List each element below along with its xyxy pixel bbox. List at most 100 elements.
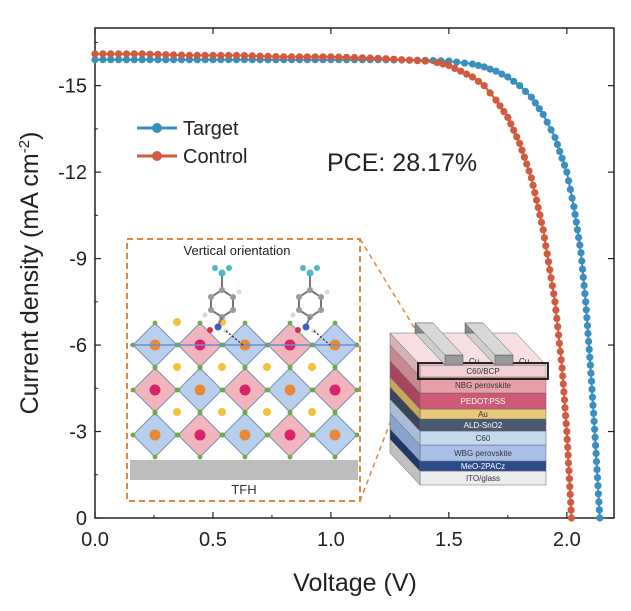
data-point-control (553, 314, 561, 322)
data-point-control (520, 153, 529, 161)
cu-label: Cu (469, 357, 479, 366)
data-point-target (585, 337, 593, 346)
a-site-atom (218, 408, 226, 416)
data-point-target (91, 56, 99, 64)
data-point-control (542, 242, 550, 250)
data-point-control (558, 364, 566, 372)
x-site-atom (242, 320, 248, 326)
stack-layer-label: MeO-2PACz (461, 462, 505, 471)
x-site-atom (287, 410, 293, 416)
plot-frame (94, 27, 615, 519)
y-axis-label-main: Current density (mA cm (16, 153, 44, 414)
a-site-atom (173, 408, 181, 416)
data-point-control (534, 203, 542, 212)
pce-annotation: PCE: 28.17% (327, 149, 477, 177)
data-point-control (240, 52, 248, 60)
b-site-atom (149, 429, 161, 441)
data-point-target (579, 273, 587, 281)
data-point-control (280, 53, 288, 61)
data-point-control (563, 427, 571, 436)
x-site-atom (332, 454, 338, 460)
data-point-target (584, 329, 592, 338)
inset-connector-top (359, 238, 421, 338)
data-point-control (543, 250, 551, 258)
x-site-atom (332, 410, 338, 416)
data-point-target (590, 417, 598, 425)
x-site-atom (310, 387, 316, 393)
stack-layer-label: PEDOT:PSS (461, 397, 506, 406)
data-point-target (539, 110, 547, 119)
x-site-atom (175, 432, 181, 438)
data-point-target (486, 65, 494, 73)
data-point-control (350, 53, 359, 62)
x-site-atom (332, 365, 338, 371)
data-point-control (557, 356, 565, 364)
data-point-target (563, 168, 571, 176)
data-point-target (592, 457, 601, 466)
data-point-control (555, 331, 563, 339)
data-point-control (536, 211, 544, 219)
data-point-target (492, 67, 500, 75)
data-point-control (405, 56, 414, 64)
data-point-control (539, 226, 547, 234)
data-point-control (115, 50, 123, 58)
data-point-control (457, 67, 465, 75)
data-point-control (562, 412, 570, 420)
y-tick-label: 0 (76, 508, 87, 530)
data-point-target (596, 514, 604, 522)
data-series (91, 50, 604, 522)
b-site-atom (284, 384, 296, 396)
data-point-control (513, 133, 521, 141)
data-point-control (486, 89, 494, 97)
x-site-atom (265, 387, 271, 393)
data-point-target (558, 154, 566, 162)
data-point-control (564, 443, 572, 451)
data-point-target (115, 56, 123, 64)
legend: Target Control (137, 118, 247, 168)
data-point-control (546, 266, 554, 274)
data-point-target (578, 257, 586, 265)
cu-electrode-cap (464, 322, 514, 356)
data-point-control (130, 50, 138, 58)
data-point-target (586, 353, 594, 361)
stack-layer-label: C60 (476, 434, 491, 443)
b-site-atom (239, 384, 251, 396)
data-point-control (567, 498, 575, 506)
legend-control-label: Control (183, 146, 247, 168)
data-point-control (496, 102, 504, 110)
data-point-control (565, 475, 574, 483)
data-point-control (544, 258, 553, 266)
x-site-atom (242, 410, 248, 416)
x-site-atom (220, 387, 226, 393)
data-point-control (413, 57, 421, 65)
x-site-atom (265, 432, 271, 438)
highlight-box (417, 362, 549, 380)
data-point-target (568, 194, 576, 202)
x-axis-label: Voltage (V) (293, 569, 417, 597)
data-point-control (565, 467, 573, 475)
x-tick-label: 0.5 (199, 529, 227, 551)
data-point-target (468, 60, 477, 68)
data-point-control (225, 51, 233, 60)
data-point-target (107, 56, 115, 64)
data-point-target (570, 203, 578, 211)
cu-label: Cu (519, 357, 529, 366)
x-site-atom (197, 410, 203, 416)
stack-layer-label: NBG perovskite (455, 381, 512, 390)
data-point-control (560, 396, 569, 404)
data-point-target (589, 401, 597, 409)
data-point-target (556, 147, 564, 155)
data-point-control (474, 77, 482, 85)
data-point-control (547, 274, 555, 282)
x-site-atom (197, 454, 203, 460)
data-point-control (264, 52, 272, 60)
data-point-control (335, 53, 343, 61)
data-point-target (535, 105, 543, 113)
data-point-target (504, 73, 512, 81)
data-point-control (398, 56, 406, 64)
data-point-target (587, 369, 595, 377)
data-point-target (461, 59, 469, 67)
stack-layer-label: WBG perovskite (454, 449, 512, 458)
data-point-target (99, 56, 107, 64)
data-point-control (177, 51, 186, 59)
